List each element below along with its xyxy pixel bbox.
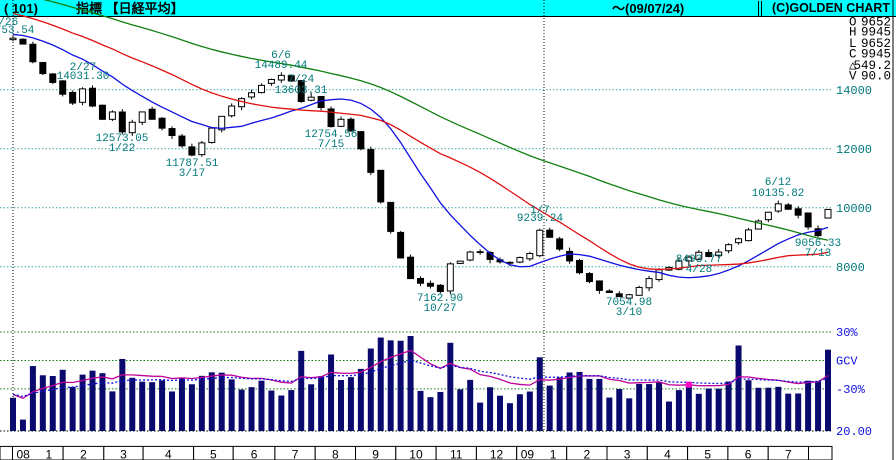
svg-text:GCV: GCV — [836, 355, 858, 369]
svg-text:1: 1 — [46, 447, 53, 460]
svg-text:13603.31: 13603.31 — [275, 85, 328, 97]
svg-text:2: 2 — [80, 447, 87, 460]
svg-text:4: 4 — [165, 447, 172, 460]
svg-text:-30%: -30% — [836, 383, 866, 397]
svg-text:11: 11 — [450, 447, 463, 460]
svg-text:20.00: 20.00 — [836, 425, 872, 439]
svg-text:10000: 10000 — [836, 202, 872, 216]
svg-text:1/22: 1/22 — [109, 143, 135, 155]
svg-text:10: 10 — [409, 447, 423, 460]
svg-text:6: 6 — [251, 447, 258, 460]
svg-text:15753.54: 15753.54 — [0, 25, 35, 37]
svg-text:V: V — [849, 70, 857, 84]
svg-text:14489.44: 14489.44 — [255, 60, 308, 72]
svg-text:10135.82: 10135.82 — [752, 188, 805, 200]
svg-text:90.0: 90.0 — [861, 70, 891, 84]
svg-text:14000: 14000 — [836, 84, 872, 98]
svg-text:7: 7 — [785, 447, 792, 460]
svg-text:2: 2 — [584, 447, 591, 460]
svg-text:10/27: 10/27 — [423, 303, 456, 315]
svg-text:9: 9 — [372, 447, 379, 460]
svg-text:1: 1 — [550, 447, 557, 460]
svg-text:7/13: 7/13 — [805, 248, 831, 260]
svg-text:7/15: 7/15 — [318, 139, 344, 151]
svg-text:8: 8 — [332, 447, 339, 460]
svg-text:12000: 12000 — [836, 143, 872, 157]
svg-text:12: 12 — [490, 447, 504, 460]
svg-text:30%: 30% — [836, 326, 858, 340]
svg-text:3: 3 — [624, 447, 631, 460]
svg-text:7: 7 — [292, 447, 299, 460]
svg-text:4/28: 4/28 — [686, 264, 712, 276]
svg-text:09: 09 — [521, 447, 535, 460]
svg-text:3/17: 3/17 — [179, 168, 205, 180]
svg-text:6: 6 — [745, 447, 752, 460]
svg-text:9239.24: 9239.24 — [517, 213, 564, 225]
svg-text:5: 5 — [704, 447, 711, 460]
svg-text:08: 08 — [17, 447, 31, 460]
svg-text:8000: 8000 — [836, 261, 865, 275]
svg-text:14031.30: 14031.30 — [57, 71, 110, 83]
svg-text:4: 4 — [664, 447, 671, 460]
svg-text:3/10: 3/10 — [616, 307, 642, 319]
svg-text:5: 5 — [210, 447, 217, 460]
svg-text:3: 3 — [120, 447, 127, 460]
